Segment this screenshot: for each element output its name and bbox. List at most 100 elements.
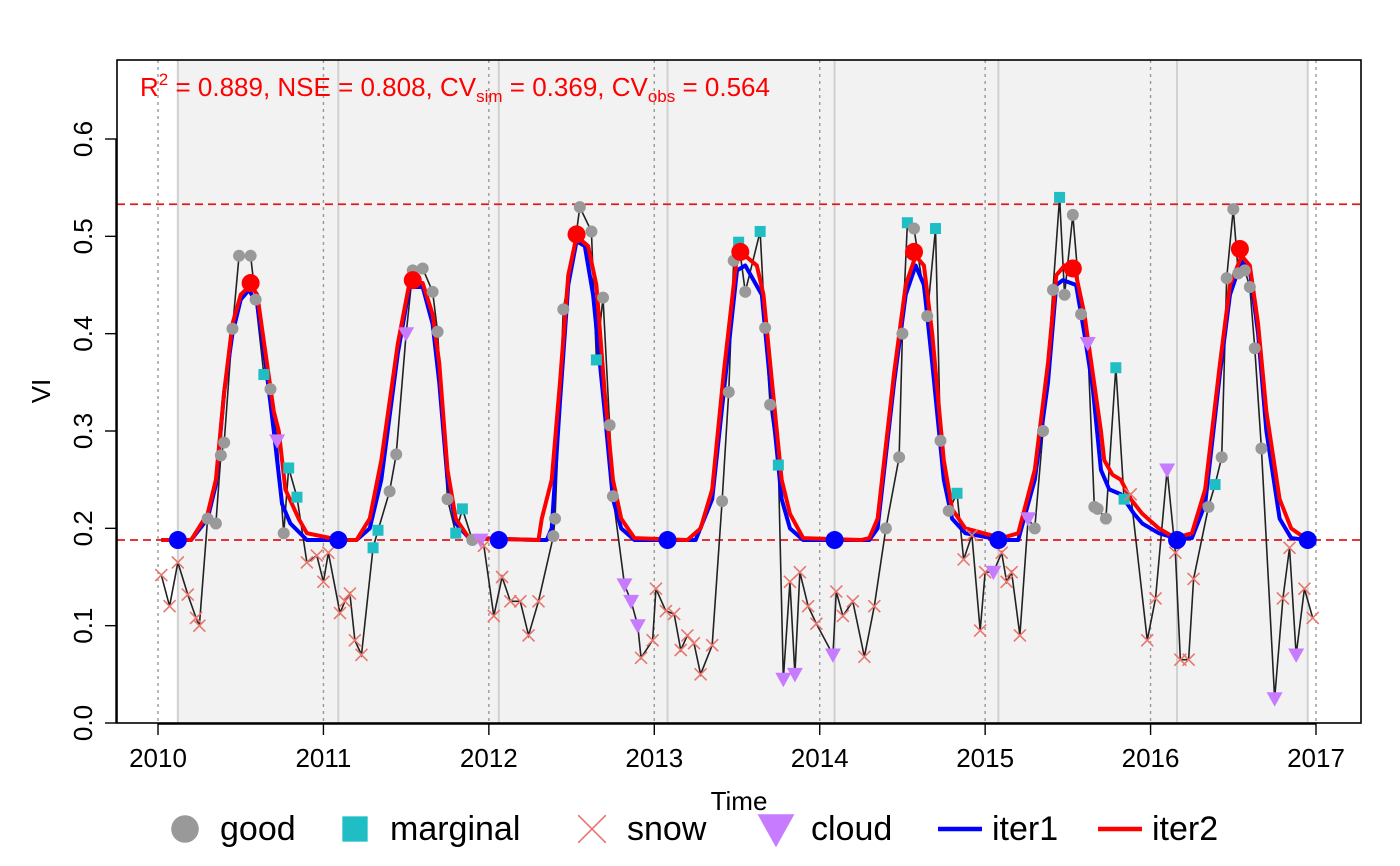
season-peak-point: [567, 225, 586, 244]
good-point: [1091, 502, 1104, 515]
marginal-point: [258, 369, 270, 381]
marginal-point: [1118, 493, 1130, 505]
marginal-point: [283, 462, 295, 474]
snow-point: [171, 555, 185, 569]
y-tick-label: 0.3: [68, 413, 98, 449]
r2-label: R: [140, 72, 159, 102]
snow-point: [521, 628, 536, 642]
snow-point: [634, 651, 648, 665]
snow-point: [973, 623, 987, 638]
legend-good-swatch: [171, 815, 199, 843]
marginal-point: [590, 354, 602, 366]
good-point: [244, 249, 257, 262]
good-point: [226, 322, 239, 335]
good-point: [597, 291, 610, 304]
cloud-point: [775, 672, 792, 688]
snow-point: [836, 609, 850, 623]
good-point: [893, 451, 906, 464]
legend-marginal-swatch: [342, 816, 368, 842]
x-tick-label: 2011: [295, 743, 351, 773]
cloud-point: [616, 578, 633, 593]
y-axis: 0.0 0.1 0.2 0.3 0.4 0.5 0.6: [68, 121, 117, 741]
legend: good marginal snow cloud iter1 iter2: [171, 810, 1218, 848]
x-axis-label: Time: [711, 786, 768, 816]
season-start-end-point: [825, 531, 844, 550]
good-point: [879, 522, 892, 535]
snow-point: [957, 552, 971, 567]
snow-point: [1187, 572, 1201, 586]
snow-point: [1013, 628, 1027, 642]
good-point: [1046, 283, 1059, 296]
good-point: [557, 303, 570, 316]
marginal-point: [754, 225, 766, 237]
snow-point: [354, 648, 369, 662]
snow-point: [1306, 611, 1320, 625]
y-tick-label: 0.1: [68, 608, 98, 644]
cloud-point: [985, 565, 1002, 581]
good-point: [896, 327, 909, 340]
fit-statistics-annotation: R2 = 0.889, NSE = 0.808, CVsim = 0.369, …: [140, 70, 770, 106]
good-point: [441, 493, 454, 506]
y-tick-label: 0.0: [68, 705, 98, 741]
r2-superscript: 2: [159, 70, 168, 89]
season-peak-point: [905, 242, 924, 261]
y-tick-label: 0.2: [68, 510, 98, 546]
snow-point: [1005, 565, 1019, 579]
good-point: [1243, 280, 1256, 293]
legend-good-label: good: [220, 810, 296, 848]
cloud-point: [629, 619, 646, 634]
good-point: [277, 527, 290, 540]
snow-point: [1282, 541, 1297, 555]
snow-point: [846, 594, 860, 608]
season-start-end-point: [1298, 531, 1317, 550]
snow-point: [857, 650, 871, 664]
legend-iter2-label: iter2: [1152, 810, 1218, 848]
good-point: [218, 436, 231, 449]
good-point: [603, 419, 616, 432]
good-point: [606, 490, 619, 503]
good-point: [1238, 264, 1251, 277]
cloud-point: [824, 648, 841, 663]
snow-point: [487, 609, 501, 623]
snow-point: [1148, 591, 1163, 605]
good-point: [739, 285, 752, 298]
good-point: [1202, 500, 1215, 513]
x-tick-label: 2013: [625, 743, 683, 773]
season-start-end-point: [489, 531, 508, 550]
good-point: [1037, 425, 1050, 437]
good-point: [1248, 342, 1261, 355]
marginal-point: [1110, 362, 1122, 374]
good-point: [1255, 442, 1268, 455]
good-point: [921, 310, 934, 323]
good-point: [233, 249, 246, 262]
marginal-point: [367, 542, 379, 554]
snow-point: [503, 594, 517, 608]
x-tick-label: 2010: [129, 743, 187, 773]
good-point: [1227, 203, 1240, 216]
season-peak-point: [1063, 259, 1082, 278]
cloud-point: [1020, 512, 1037, 527]
snow-point: [1297, 582, 1311, 596]
season-band: [177, 60, 1308, 723]
cv-obs-subscript: obs: [648, 87, 675, 106]
snow-point: [793, 565, 807, 579]
good-point: [1028, 522, 1041, 535]
season-start-end-point: [658, 531, 677, 550]
x-tick-label: 2016: [1122, 743, 1180, 773]
snow-point: [705, 638, 719, 652]
snow-point: [192, 619, 206, 633]
x-tick-label: 2017: [1287, 743, 1345, 773]
marginal-point: [342, 816, 368, 842]
good-point: [934, 434, 947, 447]
snow-point: [965, 528, 979, 542]
snow-point: [801, 599, 815, 613]
marginal-point: [930, 223, 942, 235]
marginal-point: [772, 459, 784, 471]
good-point: [942, 504, 955, 517]
snow-point: [348, 633, 362, 647]
cloud-point: [786, 667, 803, 683]
legend-snow-swatch: [577, 814, 607, 844]
x-axis: 2010 2011 2012 2013 2014 2015 2016 2017: [129, 723, 1345, 773]
snow-point: [477, 539, 491, 553]
cv-obs-value: = 0.564: [675, 72, 770, 102]
